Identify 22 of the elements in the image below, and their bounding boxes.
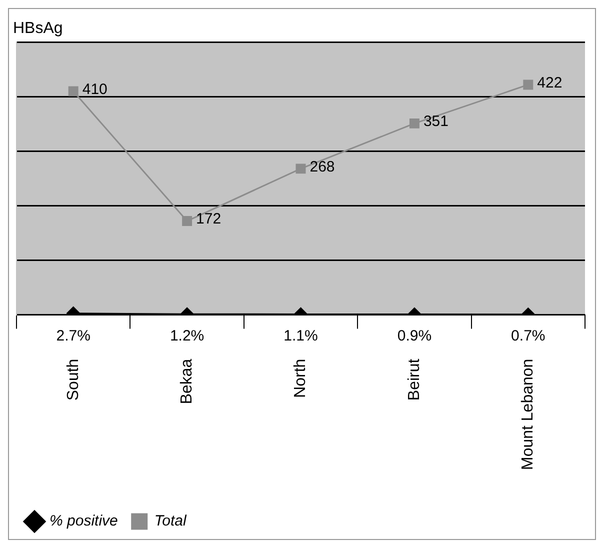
data-label: 351 xyxy=(423,113,448,130)
data-label: 0.9% xyxy=(397,327,432,344)
legend-label: % positive xyxy=(50,512,118,530)
point xyxy=(68,86,78,96)
data-label: 268 xyxy=(310,158,335,176)
x-tick-label: Mount Lebanon xyxy=(520,358,537,470)
x-tick-label: South xyxy=(64,358,82,401)
x-tick-label: Bekaa xyxy=(178,358,196,404)
data-label: 2.7% xyxy=(56,327,90,344)
x-tick-label: North xyxy=(292,358,310,398)
chart-title: HBsAg xyxy=(13,20,63,38)
data-label: 1.2% xyxy=(170,327,204,344)
data-label: 422 xyxy=(537,74,562,92)
data-label: 410 xyxy=(82,80,108,98)
data-label: 1.1% xyxy=(284,327,318,344)
legend-label: Total xyxy=(154,512,187,530)
point xyxy=(409,118,420,128)
x-tick-label: Beirut xyxy=(406,358,423,401)
point xyxy=(296,164,306,174)
data-label: 172 xyxy=(196,210,222,228)
point xyxy=(523,80,534,90)
data-label: 0.7% xyxy=(511,327,546,344)
